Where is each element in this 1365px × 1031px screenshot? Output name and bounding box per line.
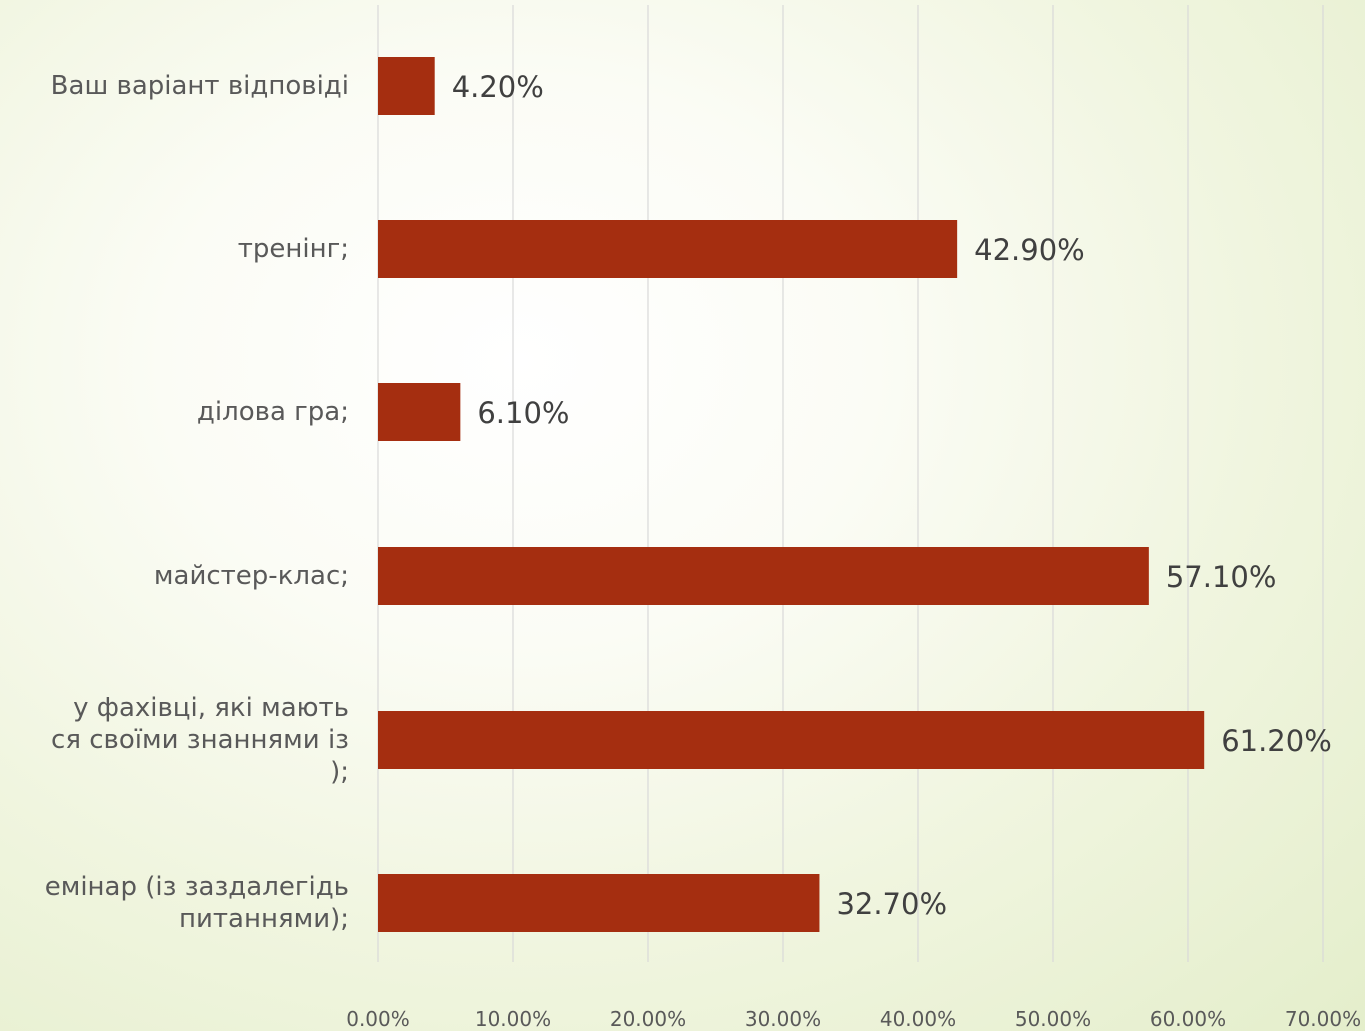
bar bbox=[378, 711, 1205, 769]
category-label-line: ); bbox=[330, 757, 349, 787]
category-label-line: майстер-клас; bbox=[153, 561, 349, 591]
value-label: 6.10% bbox=[477, 396, 569, 430]
x-tick-label: 0.00% bbox=[346, 1007, 410, 1031]
bar bbox=[378, 57, 435, 115]
bar bbox=[378, 547, 1149, 605]
category-label: у фахівці, які мають ся своїми знаннями і… bbox=[0, 692, 349, 788]
value-label: 61.20% bbox=[1221, 724, 1332, 758]
value-labels: 4.20% 42.90% 6.10% 57.10% 61.20% 32.70% bbox=[452, 70, 1332, 921]
x-axis-ticks: 0.00% 10.00% 20.00% 30.00% 40.00% 50.00% 60.00… bbox=[346, 1007, 1361, 1031]
bars bbox=[378, 57, 1205, 932]
category-label-line: у фахівці, які мають bbox=[73, 693, 349, 723]
category-label-line: Ваш варіант відповіді bbox=[50, 71, 349, 101]
bar bbox=[378, 220, 958, 278]
category-label-line: емінар (із заздалегідь bbox=[44, 872, 349, 902]
x-tick-label: 10.00% bbox=[475, 1007, 551, 1031]
grid-lines bbox=[377, 5, 1324, 962]
category-label-line: ся своїми знаннями із bbox=[51, 725, 349, 755]
bar bbox=[378, 874, 820, 932]
value-label: 4.20% bbox=[452, 70, 544, 104]
bar bbox=[378, 383, 461, 441]
x-tick-label: 40.00% bbox=[880, 1007, 956, 1031]
category-label-line: тренінг; bbox=[237, 234, 349, 264]
value-label: 42.90% bbox=[974, 233, 1085, 267]
x-tick-label: 70.00% bbox=[1285, 1007, 1361, 1031]
value-label: 57.10% bbox=[1166, 560, 1277, 594]
category-label: Ваш варіант відповіді bbox=[0, 70, 349, 102]
category-label-line: ділова гра; bbox=[196, 397, 349, 427]
value-label: 32.70% bbox=[836, 887, 947, 921]
category-label: майстер-клас; bbox=[0, 560, 349, 592]
x-tick-label: 20.00% bbox=[610, 1007, 686, 1031]
category-label-line: питаннями); bbox=[178, 904, 349, 934]
x-tick-label: 50.00% bbox=[1015, 1007, 1091, 1031]
category-label: тренінг; bbox=[0, 233, 349, 265]
category-label: емінар (із заздалегідь питаннями); bbox=[0, 871, 349, 935]
x-tick-label: 30.00% bbox=[745, 1007, 821, 1031]
category-label: ділова гра; bbox=[0, 396, 349, 428]
x-tick-label: 60.00% bbox=[1150, 1007, 1226, 1031]
